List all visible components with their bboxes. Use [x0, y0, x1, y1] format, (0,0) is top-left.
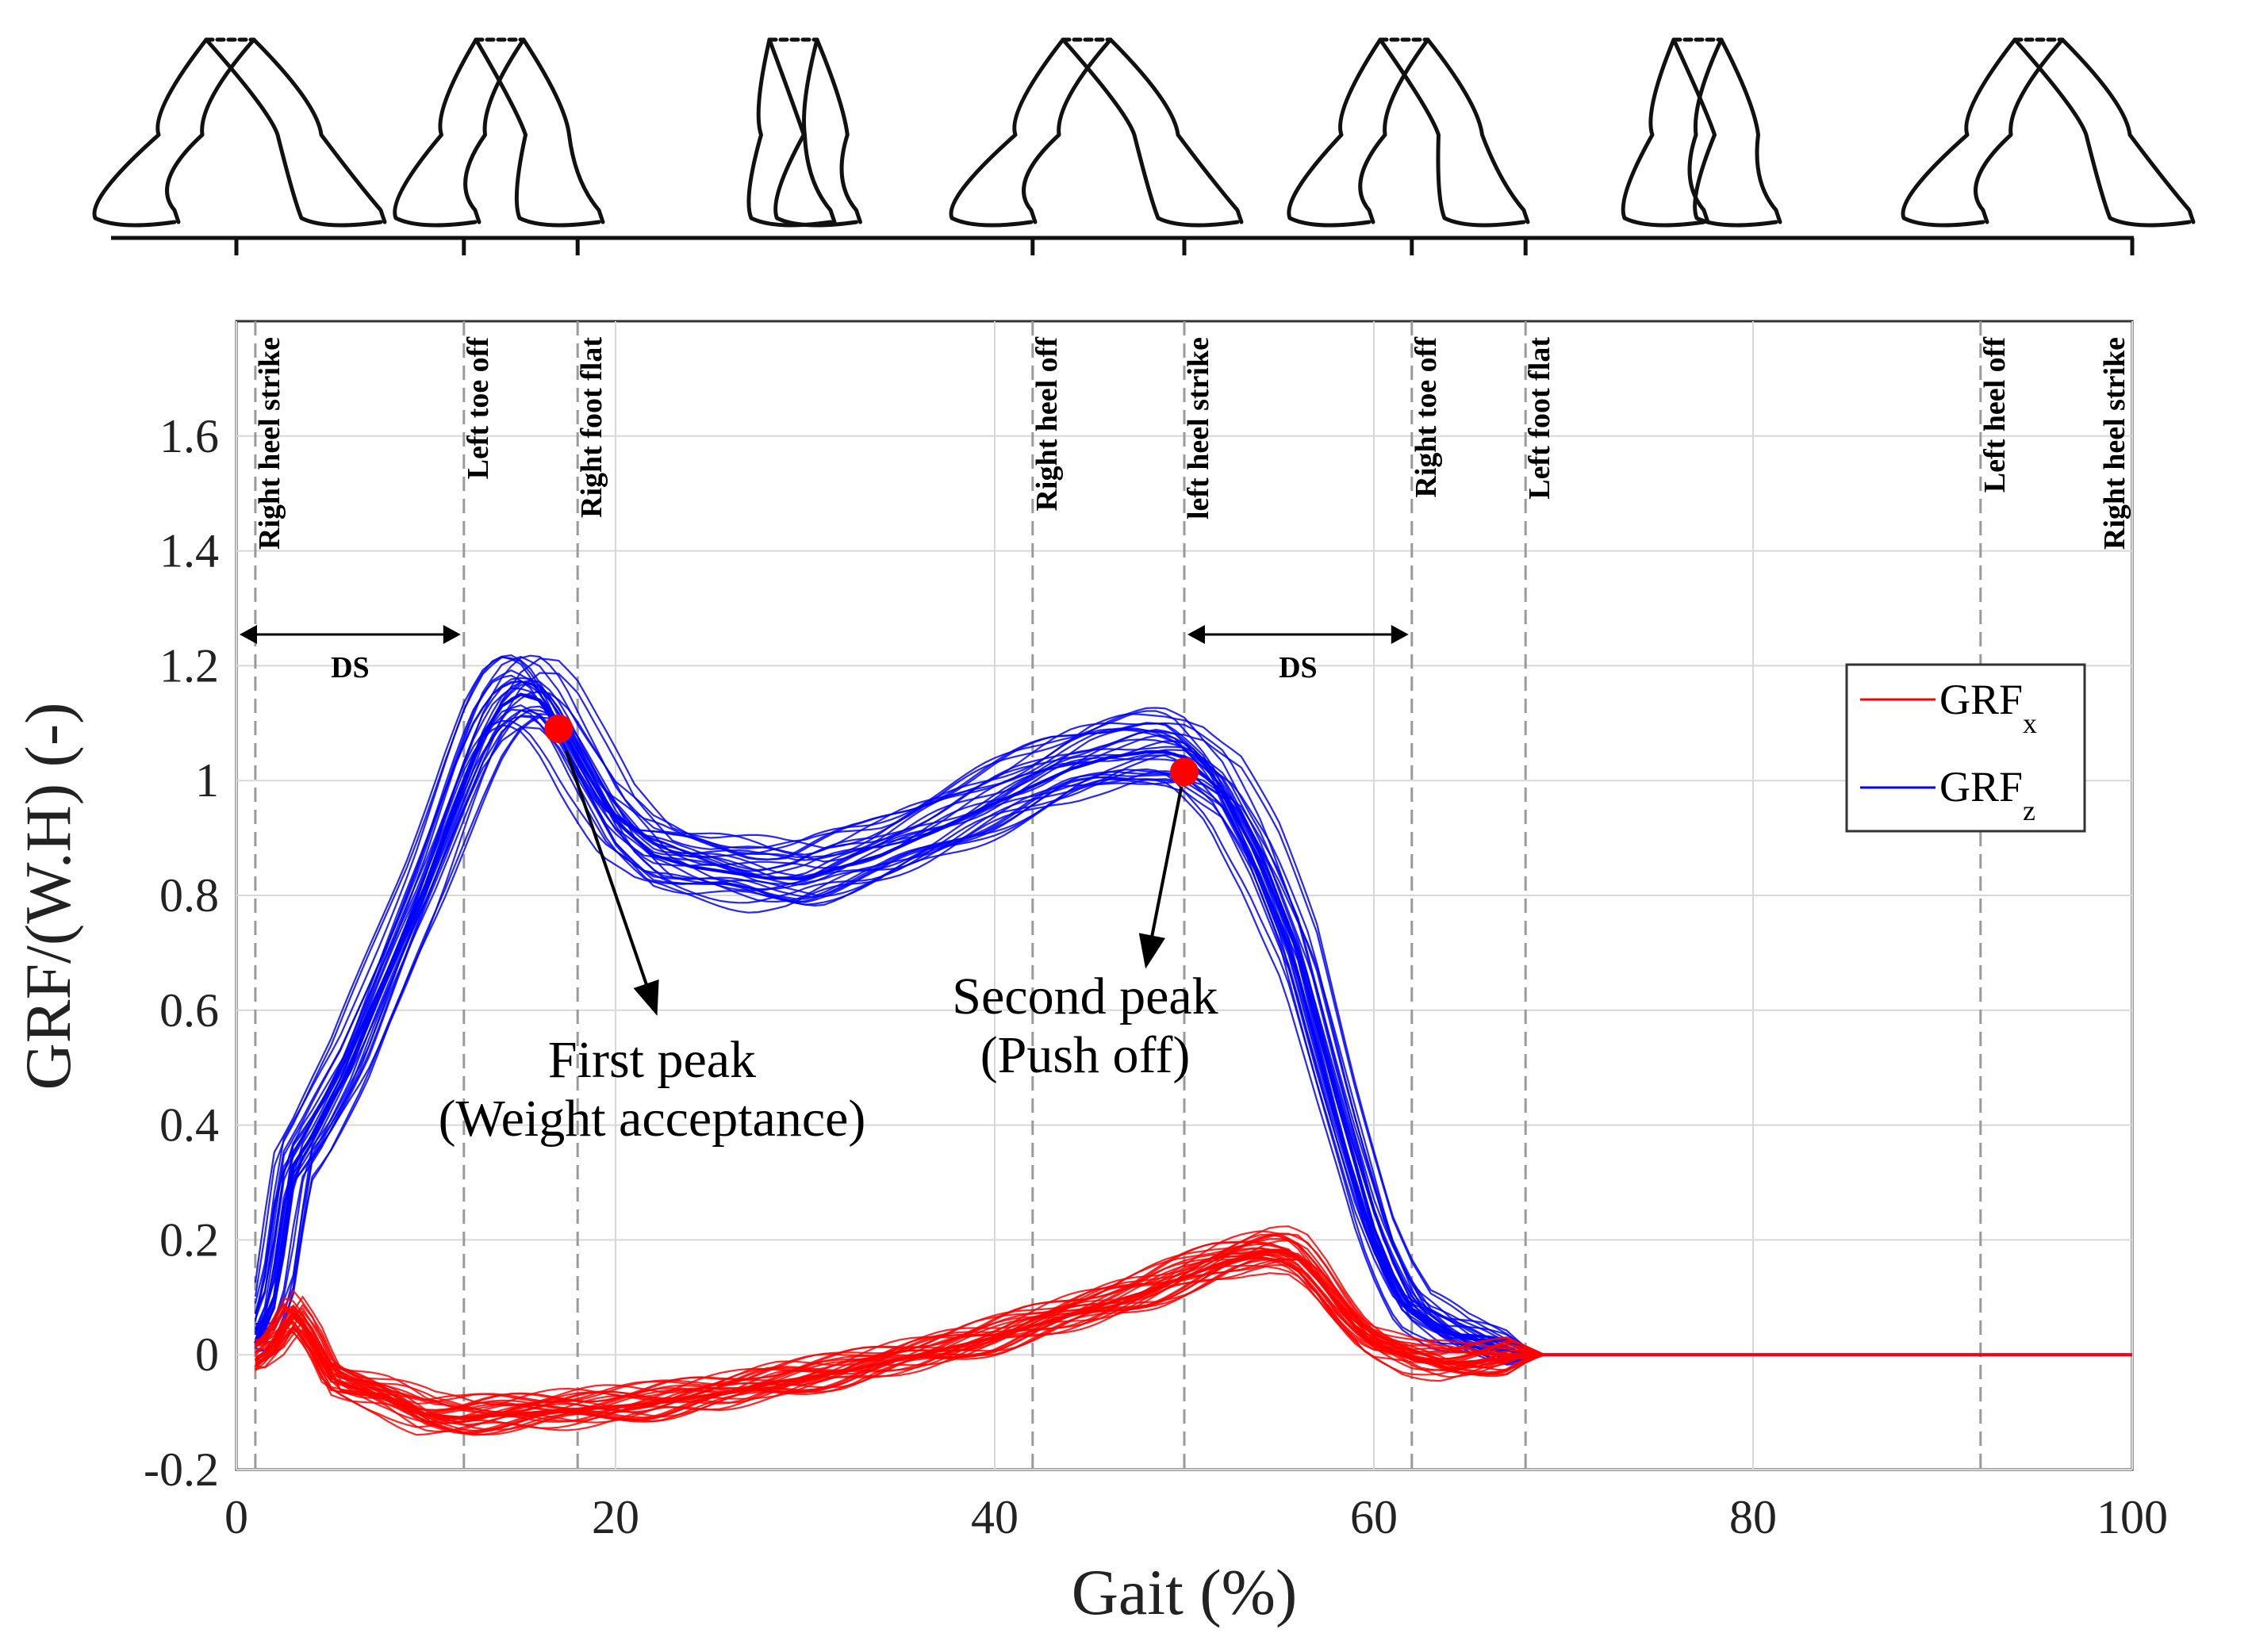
leg-outline [251, 37, 387, 224]
y-tick-label: 0.8 [159, 869, 219, 922]
x-tick-label: 20 [592, 1491, 639, 1543]
x-tick-label: 40 [971, 1491, 1019, 1543]
second-peak-subtitle: (Push off) [980, 1026, 1191, 1084]
leg-outline [1425, 37, 1530, 224]
leg-outline [1108, 37, 1244, 224]
peak-arrow [564, 749, 655, 1005]
x-axis-title: Gait (%) [1072, 1556, 1298, 1628]
gait-event-label: Right heel off [1030, 336, 1064, 512]
y-tick-label: 0 [195, 1328, 219, 1381]
ds-arrow-head [240, 625, 257, 644]
ds-arrow-head [1187, 625, 1205, 644]
leg-outline [1901, 37, 2017, 228]
peak-arrow-head [633, 979, 659, 1016]
peak-marker [544, 715, 574, 744]
ds-label: DS [1279, 651, 1318, 684]
leg-outline [815, 37, 862, 224]
gait-event-labels: Right heel strike Left toe off Right foot … [253, 336, 2131, 550]
x-tick-label: 0 [224, 1491, 248, 1543]
leg-outline [474, 37, 601, 228]
second-peak-annotation: Second peak (Push off) [952, 968, 1218, 1084]
gait-phase-illustration [92, 37, 2196, 255]
legend-box [1845, 663, 2086, 833]
peak-arrow-head [1138, 933, 1166, 969]
y-tick-label: 0.4 [159, 1099, 219, 1152]
gait-event-label: Right foot flat [575, 337, 608, 518]
ds-arrow-head [443, 625, 461, 644]
gait-event-label: Left heel off [1978, 336, 2012, 493]
ds-label: DS [331, 651, 370, 684]
leg-outline [2060, 37, 2196, 224]
gait-event-label: Right heel strike [2098, 337, 2131, 550]
gait-event-label: Right toe off [1410, 336, 1443, 498]
second-peak-title: Second peak [952, 968, 1218, 1025]
leg-outline [165, 37, 256, 224]
leg-outline [767, 37, 858, 228]
leg-outline [393, 37, 478, 228]
y-tick-label: 1.4 [159, 525, 219, 577]
leg-outline [1061, 37, 1240, 228]
gait-event-lines [254, 321, 1982, 1470]
x-tick-label: 60 [1350, 1491, 1398, 1543]
first-peak-subtitle: (Weight acceptance) [439, 1090, 866, 1148]
leg-outline [1287, 37, 1383, 228]
walking-figure [949, 37, 1244, 228]
leg-outline [746, 37, 833, 228]
leg-outline [949, 37, 1065, 228]
walking-figure [393, 37, 605, 228]
peak-markers [544, 715, 1199, 1016]
y-axis-title: GRF/(W.H) (-) [12, 703, 84, 1090]
leg-outline [1671, 37, 1778, 228]
first-peak-title: First peak [548, 1031, 756, 1089]
y-tick-label: -0.2 [144, 1443, 219, 1496]
walking-figure [746, 37, 862, 228]
series-grf-x [254, 1225, 2132, 1436]
legend-label-grf-z: GRFz [1939, 763, 2035, 826]
walking-figure [92, 37, 387, 228]
leg-outline [1974, 37, 2065, 224]
y-tick-label: 1.6 [159, 410, 219, 462]
y-axis-ticks: -0.2 0 0.2 0.4 0.6 0.8 1 1.2 1.4 1.6 [144, 410, 219, 1496]
walking-figure [1287, 37, 1530, 228]
leg-outline [1022, 37, 1113, 224]
first-peak-annotation: First peak (Weight acceptance) [439, 1031, 866, 1148]
leg-outline [92, 37, 209, 228]
leg-outline [2012, 37, 2192, 228]
leg-outline [463, 37, 526, 224]
leg-outline [1358, 37, 1430, 224]
x-tick-label: 100 [2097, 1491, 2168, 1543]
y-tick-label: 0.2 [159, 1213, 219, 1266]
y-tick-label: 1 [195, 754, 219, 807]
y-tick-label: 0.6 [159, 984, 219, 1037]
gait-event-label: Left foot flat [1523, 337, 1556, 500]
legend: GRFx GRFz [1845, 663, 2086, 833]
x-tick-label: 80 [1729, 1491, 1777, 1543]
x-axis-ticks: 0 20 40 60 80 100 [224, 1491, 2168, 1543]
mean-line [254, 1249, 2132, 1420]
leg-outline [1378, 37, 1526, 228]
leg-outline [521, 37, 605, 224]
peak-marker [1170, 757, 1199, 787]
peak-arrow [1145, 786, 1184, 957]
gait-event-label: left heel strike [1182, 337, 1215, 519]
leg-outline [1719, 37, 1782, 224]
leg-outline [1621, 37, 1706, 228]
walking-figures [92, 37, 2196, 228]
mean-line [254, 692, 2132, 1357]
gait-strip-ticks [234, 238, 2135, 255]
walking-figure [1901, 37, 2196, 228]
legend-label-grf-x: GRFx [1939, 676, 2037, 739]
y-tick-label: 1.2 [159, 639, 219, 692]
ds-arrow-head [1391, 625, 1409, 644]
leg-outline [204, 37, 383, 228]
gait-event-label: Left toe off [462, 336, 495, 480]
walking-figure [1621, 37, 1782, 228]
gait-event-label: Right heel strike [253, 337, 286, 550]
double-support-markers: DS DS [240, 625, 1409, 684]
